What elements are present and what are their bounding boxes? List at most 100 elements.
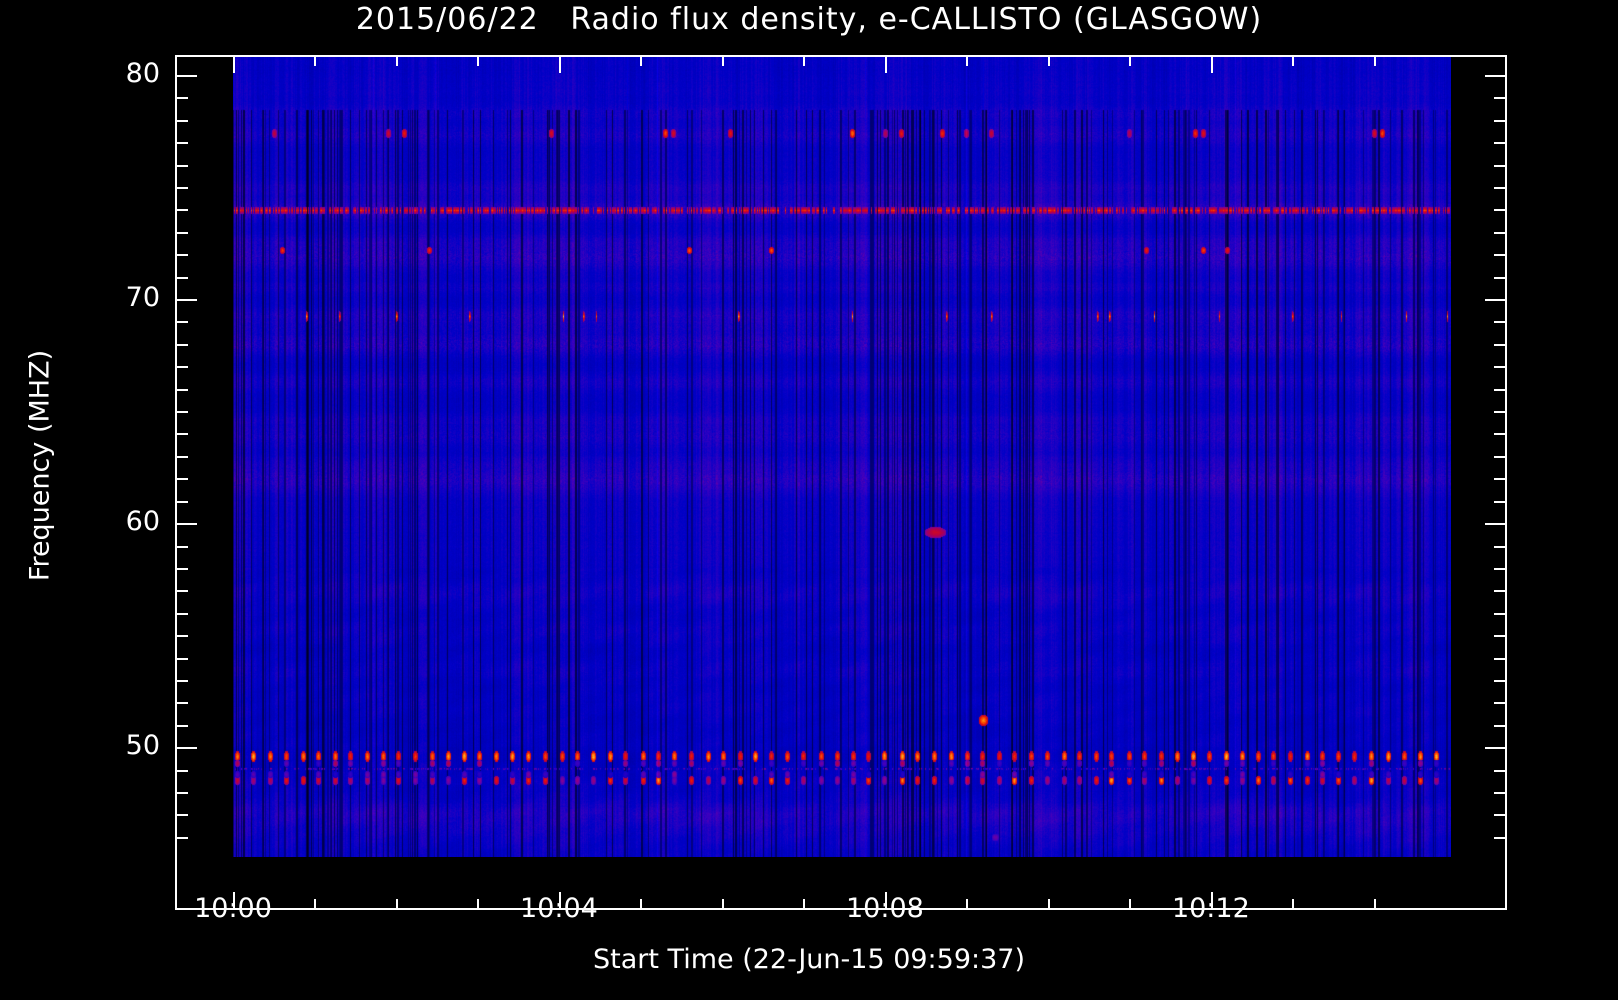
x-minor-tick-top (1374, 55, 1376, 66)
x-major-tick-top (559, 55, 561, 73)
y-minor-tick-right (1494, 456, 1507, 458)
x-major-tick (1211, 892, 1213, 910)
y-minor-tick (175, 456, 188, 458)
y-minor-tick-right (1494, 165, 1507, 167)
x-minor-tick-top (1292, 55, 1294, 66)
y-tick-label: 80 (125, 57, 160, 89)
y-minor-tick-right (1494, 142, 1507, 144)
y-tick-label: 50 (125, 730, 160, 762)
y-minor-tick (175, 837, 188, 839)
y-minor-tick (175, 344, 188, 346)
y-minor-tick-right (1494, 120, 1507, 122)
x-major-tick-top (885, 55, 887, 73)
y-minor-tick (175, 321, 188, 323)
y-minor-tick-right (1494, 635, 1507, 637)
x-minor-tick-top (1048, 55, 1050, 66)
x-minor-tick (314, 899, 316, 910)
y-major-tick-right (1485, 747, 1507, 749)
x-minor-tick (1129, 899, 1131, 910)
y-minor-tick-right (1494, 97, 1507, 99)
y-minor-tick (175, 142, 188, 144)
y-minor-tick (175, 613, 188, 615)
y-minor-tick (175, 411, 188, 413)
y-minor-tick-right (1494, 366, 1507, 368)
y-minor-tick-right (1494, 389, 1507, 391)
y-minor-tick (175, 232, 188, 234)
y-major-tick-right (1485, 523, 1507, 525)
x-minor-tick-top (314, 55, 316, 66)
y-minor-tick (175, 366, 188, 368)
x-minor-tick (640, 899, 642, 910)
x-minor-tick (966, 899, 968, 910)
y-minor-tick (175, 568, 188, 570)
y-minor-tick-right (1494, 411, 1507, 413)
y-minor-tick (175, 165, 188, 167)
y-major-tick (175, 523, 197, 525)
y-major-tick (175, 747, 197, 749)
y-minor-tick (175, 254, 188, 256)
x-tick-label: 10:00 (194, 893, 272, 924)
y-minor-tick (175, 702, 188, 704)
x-minor-tick (722, 899, 724, 910)
y-minor-tick-right (1494, 837, 1507, 839)
x-major-tick-top (1211, 55, 1213, 73)
x-minor-tick-top (396, 55, 398, 66)
y-minor-tick (175, 389, 188, 391)
y-minor-tick (175, 725, 188, 727)
y-minor-tick (175, 501, 188, 503)
x-tick-label: 10:08 (845, 893, 924, 924)
y-minor-tick (175, 680, 188, 682)
y-minor-tick (175, 209, 188, 211)
x-minor-tick (477, 899, 479, 910)
y-minor-tick-right (1494, 590, 1507, 592)
y-tick-label: 60 (125, 506, 160, 538)
y-major-tick-right (1485, 75, 1507, 77)
x-major-tick-top (233, 55, 235, 73)
y-minor-tick-right (1494, 433, 1507, 435)
plot-frame (175, 55, 1507, 910)
y-minor-tick-right (1494, 209, 1507, 211)
y-minor-tick-right (1494, 680, 1507, 682)
y-minor-tick-right (1494, 658, 1507, 660)
y-minor-tick-right (1494, 501, 1507, 503)
y-tick-label: 70 (125, 282, 160, 314)
y-minor-tick (175, 546, 188, 548)
y-minor-tick (175, 658, 188, 660)
spectrogram-image (233, 57, 1451, 857)
x-minor-tick-top (966, 55, 968, 66)
y-minor-tick-right (1494, 546, 1507, 548)
y-minor-tick (175, 120, 188, 122)
y-minor-tick-right (1494, 725, 1507, 727)
x-major-tick (885, 892, 887, 910)
y-major-tick (175, 299, 197, 301)
y-minor-tick-right (1494, 321, 1507, 323)
y-minor-tick-right (1494, 478, 1507, 480)
y-major-tick (175, 75, 197, 77)
y-minor-tick (175, 635, 188, 637)
y-minor-tick-right (1494, 254, 1507, 256)
x-minor-tick-top (640, 55, 642, 66)
y-minor-tick (175, 814, 188, 816)
x-major-tick (559, 892, 561, 910)
x-axis-label: Start Time (22-Jun-15 09:59:37) (593, 944, 1025, 975)
y-minor-tick (175, 277, 188, 279)
y-axis-label: Frequency (MHZ) (24, 349, 56, 582)
x-minor-tick-top (1129, 55, 1131, 66)
x-minor-tick-top (803, 55, 805, 66)
y-major-tick-right (1485, 299, 1507, 301)
y-minor-tick (175, 97, 188, 99)
x-minor-tick-top (722, 55, 724, 66)
y-minor-tick-right (1494, 187, 1507, 189)
y-minor-tick-right (1494, 792, 1507, 794)
y-minor-tick-right (1494, 613, 1507, 615)
x-minor-tick-top (477, 55, 479, 66)
spectrogram-canvas (233, 57, 1451, 857)
y-minor-tick (175, 590, 188, 592)
y-minor-tick-right (1494, 232, 1507, 234)
y-minor-tick-right (1494, 277, 1507, 279)
y-minor-tick-right (1494, 344, 1507, 346)
y-minor-tick (175, 792, 188, 794)
y-minor-tick (175, 187, 188, 189)
y-minor-tick (175, 433, 188, 435)
